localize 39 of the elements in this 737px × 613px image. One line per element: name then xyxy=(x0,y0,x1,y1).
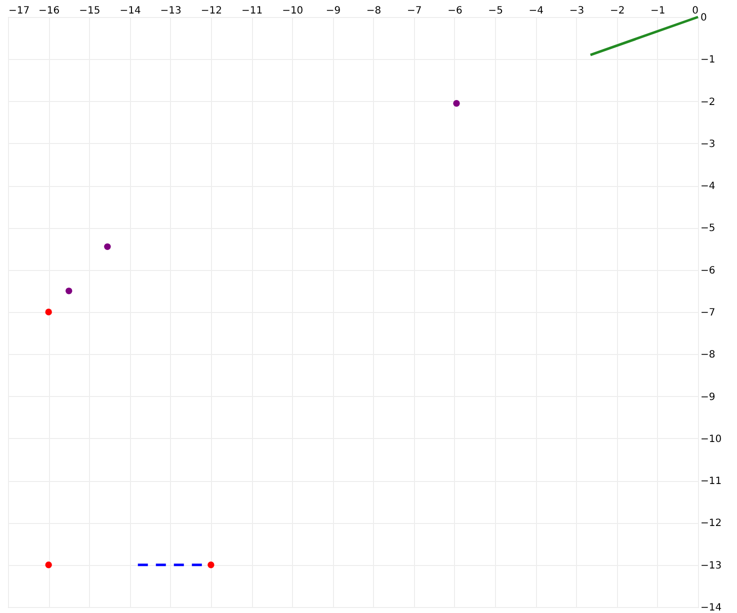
x-tick-label: −13 xyxy=(160,6,182,16)
x-tick-label: −2 xyxy=(610,6,625,16)
x-tick-label: −14 xyxy=(120,6,141,16)
point xyxy=(208,562,214,568)
y-tick-label: −13 xyxy=(700,560,722,572)
x-tick-label: −8 xyxy=(366,6,382,16)
point xyxy=(104,243,111,250)
y-tick-label: −12 xyxy=(700,518,722,530)
y-tick-label: −6 xyxy=(700,265,716,276)
x-tick-label: 0 xyxy=(692,6,698,16)
y-tick-label: −5 xyxy=(700,223,716,234)
y-tick-label: −7 xyxy=(700,308,716,318)
y-tick-label: −1 xyxy=(700,54,716,66)
x-tick-label: −16 xyxy=(38,6,60,16)
x-tick-label: −1 xyxy=(650,6,666,16)
y-tick-label: −3 xyxy=(700,138,716,150)
point xyxy=(453,100,460,107)
y-tick-label: −14 xyxy=(700,602,722,613)
x-tick-label: −6 xyxy=(448,6,462,16)
x-tick-label: −12 xyxy=(200,6,222,16)
point xyxy=(45,562,52,568)
y-tick-label: 0 xyxy=(700,12,707,24)
x-tick-label: −17 xyxy=(8,6,30,16)
y-tick-label: −10 xyxy=(700,434,722,445)
y-tick-label: −4 xyxy=(700,181,716,192)
point xyxy=(66,288,72,294)
x-tick-label: −4 xyxy=(528,6,544,16)
x-tick-label: −5 xyxy=(488,6,503,16)
y-tick-label: −9 xyxy=(700,392,716,403)
x-tick-label: −7 xyxy=(407,6,422,16)
y-tick-label: −2 xyxy=(700,96,716,108)
x-tick-label: −11 xyxy=(241,6,263,16)
y-tick-label: −11 xyxy=(700,476,722,488)
x-tick-label: −3 xyxy=(569,6,584,16)
x-tick-label: −10 xyxy=(282,6,304,16)
y-tick-label: −8 xyxy=(700,350,716,361)
x-tick-label: −9 xyxy=(326,6,341,16)
point xyxy=(45,308,52,316)
x-tick-label: −15 xyxy=(79,6,100,16)
